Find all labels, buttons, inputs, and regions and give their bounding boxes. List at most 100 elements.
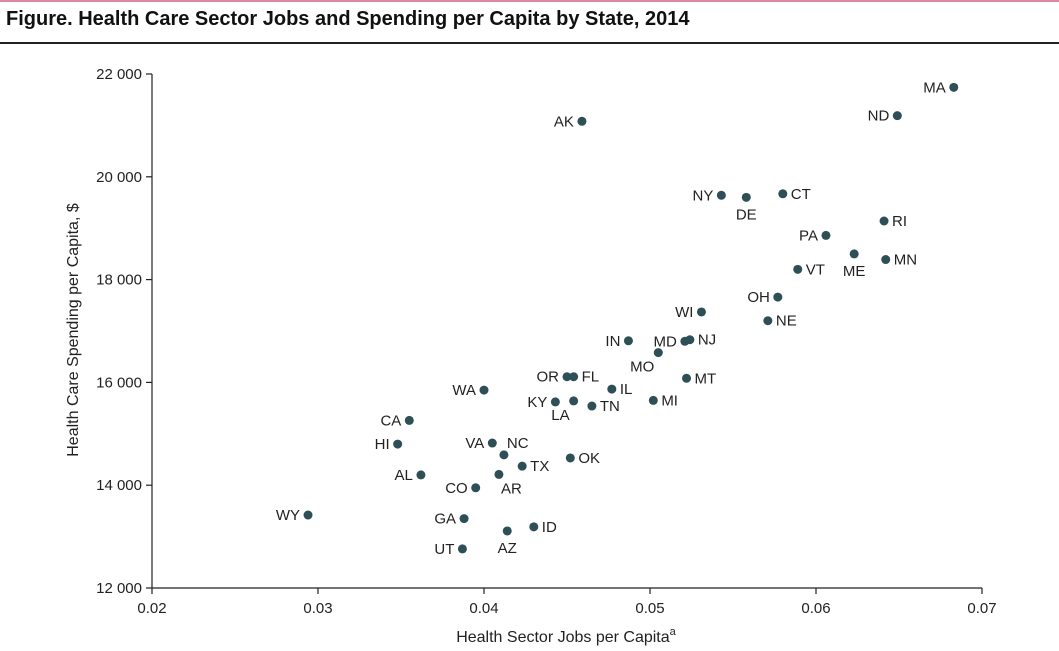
y-tick-label: 12 000	[96, 580, 142, 597]
data-point-ok	[565, 453, 575, 463]
y-tick-label: 18 000	[96, 272, 142, 289]
point-label-oh: OH	[747, 289, 770, 306]
point-label-wy: WY	[276, 507, 300, 524]
point-label-ma: MA	[923, 79, 946, 96]
point-label-nc: NC	[507, 435, 529, 452]
point-label-in: IN	[605, 333, 620, 350]
chart-points	[303, 82, 959, 554]
chart-ticks: 0.02 0.03 0.04 0.05 0.06 0.07 12 000 14 000 16 0…	[96, 66, 996, 617]
data-point-ne	[763, 316, 773, 326]
data-point-la	[569, 396, 579, 406]
data-point-tx	[517, 461, 527, 471]
data-point-pa	[821, 230, 831, 240]
data-point-id	[529, 522, 539, 532]
data-point-ca	[404, 415, 414, 425]
point-label-me: ME	[843, 263, 866, 280]
point-label-ca: CA	[380, 412, 401, 429]
data-point-me	[849, 249, 859, 259]
point-label-ga: GA	[434, 511, 456, 528]
y-tick-label: 22 000	[96, 66, 142, 83]
y-tick-label: 16 000	[96, 374, 142, 391]
x-tick-label: 0.06	[801, 600, 830, 617]
point-label-ri: RI	[892, 213, 907, 230]
point-label-la: LA	[551, 407, 569, 424]
data-point-ri	[879, 216, 889, 226]
point-label-md: MD	[654, 333, 677, 350]
data-point-tn	[587, 401, 597, 411]
data-point-hi	[393, 439, 403, 449]
point-label-tn: TN	[600, 398, 620, 415]
data-point-co	[471, 483, 481, 493]
title-divider	[0, 42, 1059, 44]
data-point-ny	[716, 190, 726, 200]
data-point-nj	[685, 335, 695, 345]
point-label-ct: CT	[791, 186, 811, 203]
point-label-id: ID	[542, 519, 557, 536]
point-label-al: AL	[395, 467, 413, 484]
x-tick-label: 0.02	[137, 600, 166, 617]
data-point-ga	[459, 514, 469, 524]
chart-point-labels: MA ND AK NY DE CT RI PA ME MN VT OH WI NE IN MD NJ MO OR FL…	[276, 79, 946, 558]
y-axis-label: Health Care Spending per Capita, $	[65, 203, 82, 457]
x-tick-label: 0.03	[303, 600, 332, 617]
point-label-wi: WI	[675, 304, 693, 321]
data-point-al	[416, 470, 426, 480]
data-point-mo	[653, 348, 663, 358]
point-label-ak: AK	[554, 113, 574, 130]
point-label-fl: FL	[582, 369, 600, 386]
point-label-de: DE	[736, 206, 757, 223]
point-label-tx: TX	[530, 458, 549, 475]
point-label-hi: HI	[375, 436, 390, 453]
point-label-or: OR	[537, 369, 560, 386]
point-label-ny: NY	[693, 187, 714, 204]
top-accent-rule	[0, 0, 1059, 2]
data-point-az	[502, 526, 512, 536]
point-label-ar: AR	[501, 480, 522, 497]
y-tick-label: 14 000	[96, 477, 142, 494]
x-axis-label-text: Health Sector Jobs per Capita	[456, 629, 670, 646]
data-point-ak	[577, 116, 587, 126]
data-point-mi	[648, 395, 658, 405]
data-point-oh	[773, 292, 783, 302]
figure-title: Figure. Health Care Sector Jobs and Spen…	[6, 8, 690, 30]
data-point-va	[487, 438, 497, 448]
point-label-ky: KY	[527, 394, 547, 411]
data-point-nd	[892, 111, 902, 121]
point-label-mt: MT	[695, 370, 717, 387]
data-point-nc	[499, 450, 509, 460]
data-point-wi	[696, 307, 706, 317]
point-label-ut: UT	[434, 541, 454, 558]
x-axis-label-superscript: a	[670, 626, 677, 638]
data-point-mn	[881, 255, 891, 265]
point-label-ne: NE	[776, 313, 797, 330]
chart-axes	[151, 74, 982, 589]
data-point-or	[562, 372, 572, 382]
data-point-ar	[494, 469, 504, 479]
data-point-il	[607, 384, 617, 394]
x-axis-label: Health Sector Jobs per Capitaa	[456, 626, 676, 646]
point-label-va: VA	[465, 435, 484, 452]
x-tick-label: 0.04	[469, 600, 498, 617]
data-point-mt	[682, 373, 692, 383]
point-label-mo: MO	[630, 359, 654, 376]
data-point-ut	[457, 544, 467, 554]
point-label-ok: OK	[578, 450, 600, 467]
data-point-ky	[550, 397, 560, 407]
point-label-nj: NJ	[698, 332, 716, 349]
data-point-de	[741, 192, 751, 202]
x-tick-label: 0.07	[967, 600, 996, 617]
point-label-co: CO	[445, 480, 468, 497]
point-label-pa: PA	[799, 227, 818, 244]
point-label-mi: MI	[661, 392, 678, 409]
x-tick-label: 0.05	[635, 600, 664, 617]
point-label-vt: VT	[806, 261, 825, 278]
data-point-fl	[569, 372, 579, 382]
y-tick-label: 20 000	[96, 169, 142, 186]
point-label-wa: WA	[452, 382, 476, 399]
data-point-ma	[949, 82, 959, 92]
data-point-vt	[793, 264, 803, 274]
data-point-in	[623, 336, 633, 346]
data-point-wa	[479, 385, 489, 395]
point-label-mn: MN	[894, 252, 917, 269]
